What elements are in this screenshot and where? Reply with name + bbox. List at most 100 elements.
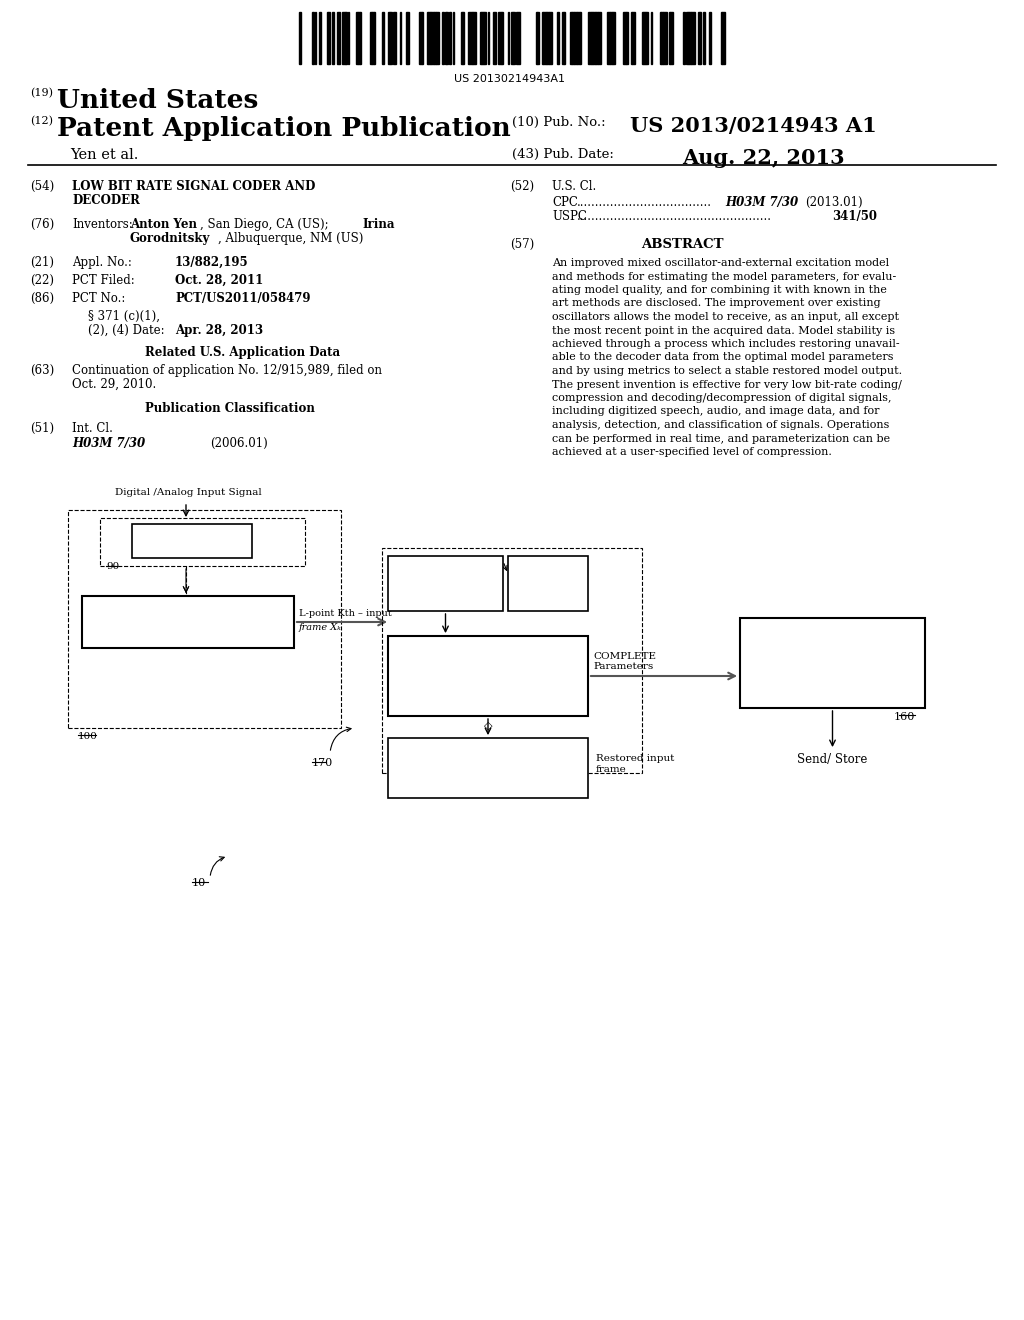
Bar	[332, 12, 334, 63]
Bar	[577, 12, 580, 63]
Text: Anton Yen: Anton Yen	[130, 218, 197, 231]
Text: (2), (4) Date:: (2), (4) Date:	[88, 323, 165, 337]
Text: Inventors:: Inventors:	[72, 218, 133, 231]
Bar	[596, 12, 598, 63]
Bar	[610, 12, 612, 63]
Text: PCT/US2011/058479: PCT/US2011/058479	[175, 292, 310, 305]
Bar	[484, 12, 486, 63]
Text: achieved through a process which includes restoring unavail-: achieved through a process which include…	[552, 339, 900, 348]
Text: 90: 90	[106, 562, 119, 572]
Bar	[613, 12, 615, 63]
Text: CPC: CPC	[552, 195, 578, 209]
Bar	[299, 12, 301, 63]
Text: including digitized speech, audio, and image data, and for: including digitized speech, audio, and i…	[552, 407, 880, 417]
Bar	[388, 556, 503, 611]
Text: (12): (12)	[30, 116, 53, 127]
Text: Oct. 29, 2010.: Oct. 29, 2010.	[72, 378, 157, 391]
Bar	[358, 12, 360, 63]
Text: COMPLETE
Estimator/
Evaluator  140: COMPLETE Estimator/ Evaluator 140	[446, 660, 529, 693]
Text: Gorodnitsky: Gorodnitsky	[130, 232, 210, 246]
Text: 100: 100	[78, 733, 98, 741]
Bar	[698, 12, 700, 63]
Bar	[406, 12, 409, 63]
Bar	[574, 12, 577, 63]
Text: US 20130214943A1: US 20130214943A1	[455, 74, 565, 84]
Text: United States: United States	[57, 88, 258, 114]
Bar	[598, 12, 601, 63]
Text: H03M 7/30: H03M 7/30	[72, 437, 145, 450]
Text: ....................................: ....................................	[577, 195, 712, 209]
Text: Preprocessor 120: Preprocessor 120	[126, 615, 250, 630]
Bar	[356, 12, 358, 63]
Text: compression and decoding/decompression of digital signals,: compression and decoding/decompression o…	[552, 393, 892, 403]
Bar	[498, 12, 501, 63]
Bar	[449, 12, 451, 63]
Text: LOW BIT RATE SIGNAL CODER AND: LOW BIT RATE SIGNAL CODER AND	[72, 180, 315, 193]
Text: DECODER: DECODER	[72, 194, 140, 207]
Text: Oct. 28, 2011: Oct. 28, 2011	[175, 275, 263, 286]
Text: 160: 160	[894, 711, 915, 722]
Text: and methods for estimating the model parameters, for evalu-: and methods for estimating the model par…	[552, 272, 896, 281]
Text: (76): (76)	[30, 218, 54, 231]
Bar	[740, 618, 925, 708]
Bar	[319, 12, 321, 63]
Bar	[372, 12, 374, 63]
Text: achieved at a user-specified level of compression.: achieved at a user-specified level of co…	[552, 447, 831, 457]
Text: Continuation of application No. 12/915,989, filed on: Continuation of application No. 12/915,9…	[72, 364, 382, 378]
Text: Storage
110: Storage 110	[527, 574, 568, 593]
Bar	[703, 12, 705, 63]
Bar	[547, 12, 549, 63]
Bar	[593, 12, 595, 63]
Text: Publication Classification: Publication Classification	[145, 403, 314, 414]
Text: (86): (86)	[30, 292, 54, 305]
Text: (54): (54)	[30, 180, 54, 193]
Text: Apr. 28, 2013: Apr. 28, 2013	[175, 323, 263, 337]
Bar	[436, 12, 439, 63]
Bar	[388, 738, 588, 799]
Text: H03M 7/30: H03M 7/30	[725, 195, 798, 209]
Text: oscillators allows the model to receive, as an input, all except: oscillators allows the model to receive,…	[552, 312, 899, 322]
Bar	[468, 12, 472, 63]
Bar	[557, 12, 559, 63]
Text: L-point Kth – input: L-point Kth – input	[299, 609, 392, 618]
Bar	[670, 12, 673, 63]
Bar	[132, 524, 252, 558]
Text: ABSTRACT: ABSTRACT	[641, 238, 723, 251]
Bar	[328, 12, 330, 63]
Text: ....................................................: ........................................…	[577, 210, 772, 223]
Bar	[428, 12, 430, 63]
Bar	[562, 12, 564, 63]
Bar	[342, 12, 345, 63]
Text: PCT Filed:: PCT Filed:	[72, 275, 135, 286]
Text: Related U.S. Application Data: Related U.S. Application Data	[145, 346, 340, 359]
Text: Irina: Irina	[362, 218, 394, 231]
Bar	[446, 12, 449, 63]
Bar	[393, 12, 396, 63]
Text: Int. Cl.: Int. Cl.	[72, 422, 113, 436]
Bar	[513, 12, 515, 63]
Text: Aug. 22, 2013: Aug. 22, 2013	[682, 148, 845, 168]
Bar	[646, 12, 648, 63]
Text: (2013.01): (2013.01)	[805, 195, 862, 209]
Text: COMPLETE
Parameters: COMPLETE Parameters	[593, 652, 656, 671]
Text: Send/ Store: Send/ Store	[798, 752, 867, 766]
Bar	[419, 12, 422, 63]
Text: , San Diego, CA (US);: , San Diego, CA (US);	[200, 218, 329, 231]
Text: Sampling: Sampling	[164, 535, 220, 548]
Text: 341/50: 341/50	[831, 210, 877, 223]
Text: ating model quality, and for combining it with known in the: ating model quality, and for combining i…	[552, 285, 887, 294]
Text: (57): (57)	[510, 238, 535, 251]
Text: (22): (22)	[30, 275, 54, 286]
Bar	[337, 12, 340, 63]
Text: Encode/Transform/
Quantize for
analysis/classification/
storage/transmission: Encode/Transform/ Quantize for analysis/…	[777, 638, 888, 678]
Text: , Albuquerque, NM (US): , Albuquerque, NM (US)	[218, 232, 364, 246]
Bar	[543, 12, 546, 63]
Bar	[607, 12, 610, 63]
Bar	[431, 12, 434, 63]
Bar	[434, 12, 436, 63]
Text: art methods are disclosed. The improvement over existing: art methods are disclosed. The improveme…	[552, 298, 881, 309]
Bar	[511, 12, 513, 63]
Bar	[632, 12, 635, 63]
Bar	[100, 517, 305, 566]
Bar	[312, 12, 314, 63]
